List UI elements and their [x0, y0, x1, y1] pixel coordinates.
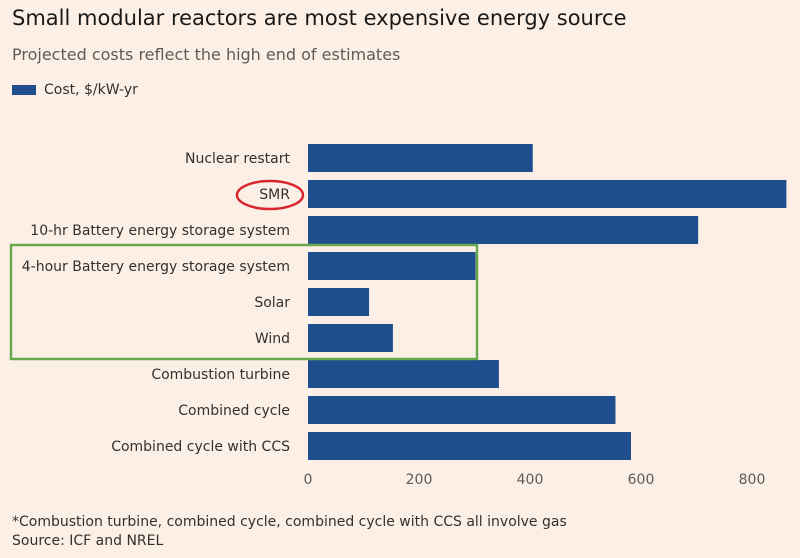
footnote: *Combustion turbine, combined cycle, com… [12, 513, 567, 551]
category-label: Combined cycle [178, 403, 290, 419]
bar-wind [308, 324, 393, 352]
bar-10-hr-battery-energy-storage-system [308, 216, 699, 244]
x-tick-label: 0 [304, 472, 313, 488]
bar-chart: Nuclear restart SMR 10-hr Battery energy s… [9, 144, 787, 488]
group-highlight-box [9, 243, 479, 361]
bar-smr [308, 180, 787, 208]
x-tick-label: 400 [517, 472, 544, 488]
legend-swatch [12, 85, 36, 95]
legend: Cost, $/kW-yr [12, 82, 138, 98]
category-label: Wind [255, 331, 290, 347]
category-label: Combined cycle with CCS [111, 439, 290, 455]
bar-4-hour-battery-energy-storage-system [308, 252, 476, 280]
category-label: SMR [259, 187, 290, 203]
bar-combined-cycle-with-ccs [308, 432, 632, 460]
footnote-note: *Combustion turbine, combined cycle, com… [12, 514, 567, 530]
category-label: Solar [254, 295, 290, 311]
legend-label: Cost, $/kW-yr [44, 82, 138, 98]
chart-subtitle: Projected costs reflect the high end of … [12, 45, 401, 64]
category-label: Combustion turbine [151, 367, 290, 383]
chart-title: Small modular reactors are most expensiv… [12, 6, 627, 30]
bar-combined-cycle [308, 396, 616, 424]
category-label: 4-hour Battery energy storage system [22, 259, 290, 275]
category-label: Nuclear restart [185, 151, 291, 167]
x-tick-label: 600 [628, 472, 655, 488]
footnote-source: Source: ICF and NREL [12, 533, 164, 549]
bar-combustion-turbine [308, 360, 499, 388]
category-label: 10-hr Battery energy storage system [30, 223, 290, 239]
smr-highlight-circle [235, 179, 305, 211]
x-tick-label: 200 [406, 472, 433, 488]
x-tick-label: 800 [739, 472, 766, 488]
bar-nuclear-restart [308, 144, 533, 172]
bar-solar [308, 288, 370, 316]
